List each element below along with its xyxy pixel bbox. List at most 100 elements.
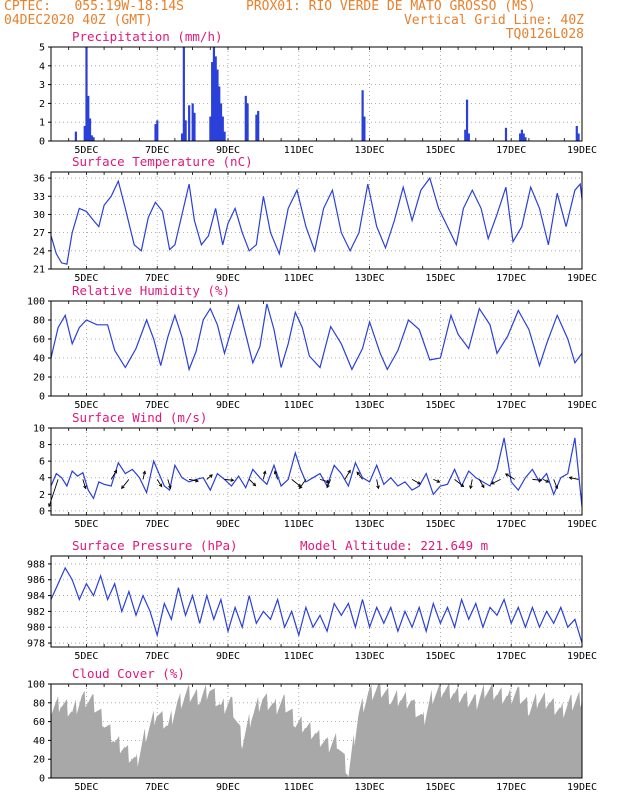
precip-bar-16 bbox=[211, 62, 214, 141]
wind-arrow-head-19 bbox=[376, 485, 380, 490]
wind-arrow-head-10 bbox=[252, 482, 257, 487]
wind-arrow-head-25 bbox=[490, 481, 495, 485]
xtick-label-1-0: 5DEC bbox=[74, 273, 98, 284]
wind-arrow-24 bbox=[478, 479, 485, 488]
precip-bar-20 bbox=[218, 86, 221, 141]
precip-bar-36 bbox=[522, 133, 525, 141]
ytick-label-2-4: 80 bbox=[33, 316, 45, 327]
xtick-label-3-3: 11DEC bbox=[284, 519, 314, 530]
precip-bar-26 bbox=[255, 114, 258, 141]
ytick-label-1-0: 21 bbox=[33, 265, 45, 276]
wind-arrow-1 bbox=[82, 479, 86, 489]
wind-arrow-21 bbox=[433, 478, 440, 483]
cloud-cover-area bbox=[51, 684, 582, 778]
panel-frame-3 bbox=[50, 427, 583, 516]
xtick-label-0-2: 9DEC bbox=[216, 145, 240, 156]
wind-arrow-13 bbox=[291, 479, 302, 487]
panel-frame-5 bbox=[50, 683, 583, 779]
wind-arrow-head-23 bbox=[469, 485, 473, 490]
ytick-label-5-3: 60 bbox=[33, 717, 45, 728]
wind-arrow-head-17 bbox=[347, 469, 351, 474]
wind-arrow-11 bbox=[262, 471, 266, 480]
xtick-label-3-0: 5DEC bbox=[74, 519, 98, 530]
wind-arrow-head-28 bbox=[545, 479, 550, 483]
wind-arrow-6 bbox=[167, 479, 171, 489]
panel-frame-2 bbox=[50, 300, 583, 397]
ytick-label-2-1: 20 bbox=[33, 373, 45, 384]
wind-arrow-head-9 bbox=[230, 478, 235, 482]
wind-arrow-27 bbox=[532, 478, 542, 481]
ytick-label-5-4: 80 bbox=[33, 698, 45, 709]
xtick-label-2-5: 15DEC bbox=[425, 400, 455, 411]
xtick-label-3-6: 17DEC bbox=[496, 519, 526, 530]
panel-5: Cloud Cover (%) 0 20 40 60 80 100 5DEC 7DEC 9DEC 1… bbox=[27, 666, 597, 793]
xtick-label-1-7: 19DEC bbox=[567, 273, 597, 284]
panel-title-3: Surface Wind (m/s) bbox=[72, 410, 207, 425]
ytick-label-3-2: 4 bbox=[39, 473, 45, 484]
precip-bar-32 bbox=[467, 133, 470, 141]
xtick-label-5-2: 9DEC bbox=[216, 782, 240, 793]
precip-bar-9 bbox=[180, 133, 184, 141]
precip-bar-2 bbox=[85, 47, 88, 141]
xtick-label-4-1: 7DEC bbox=[145, 651, 169, 662]
wind-arrow-18 bbox=[356, 471, 363, 480]
precip-bar-5 bbox=[90, 135, 93, 141]
panel-title-1: Surface Temperature (nC) bbox=[72, 154, 253, 169]
wind-arrow-head-5 bbox=[158, 483, 163, 488]
precip-bar-4 bbox=[88, 118, 92, 141]
wind-arrow-head-26 bbox=[504, 473, 509, 477]
xtick-label-3-4: 13DEC bbox=[355, 519, 385, 530]
wind-arrow-head-29 bbox=[554, 485, 559, 490]
xtick-label-5-0: 5DEC bbox=[74, 782, 98, 793]
precip-bar-6 bbox=[92, 137, 95, 141]
wind-arrow-19 bbox=[376, 479, 379, 489]
header-right-2: Vertical Grid Line: 40Z bbox=[403, 13, 584, 28]
panel-4: Surface Pressure (hPa) Model Altitude: 22… bbox=[27, 538, 597, 662]
ytick-label-0-0: 0 bbox=[39, 137, 45, 148]
header-left-2: 04DEC2020 40Z (GMT) bbox=[4, 13, 153, 28]
ytick-label-4-5: 988 bbox=[27, 559, 45, 570]
header-left-1: CPTEC: 055:19W-18:14S bbox=[4, 0, 185, 14]
precip-bar-39 bbox=[577, 133, 580, 141]
xtick-label-5-7: 19DEC bbox=[567, 782, 597, 793]
ytick-label-5-1: 20 bbox=[33, 755, 45, 766]
xtick-label-5-4: 13DEC bbox=[355, 782, 385, 793]
panel-title-0: Precipitation (mm/h) bbox=[72, 29, 223, 44]
precip-bar-14 bbox=[193, 112, 196, 141]
wind-arrow-26 bbox=[505, 473, 515, 480]
precip-bar-22 bbox=[221, 116, 224, 141]
ytick-label-4-3: 984 bbox=[27, 591, 45, 602]
xtick-label-4-6: 17DEC bbox=[496, 651, 526, 662]
xtick-label-2-4: 13DEC bbox=[355, 400, 385, 411]
xtick-label-1-4: 13DEC bbox=[355, 273, 385, 284]
wind-arrow-23 bbox=[470, 479, 473, 489]
precip-bar-21 bbox=[219, 103, 223, 141]
ytick-label-2-2: 40 bbox=[33, 354, 45, 365]
wind-arrow-16 bbox=[326, 479, 332, 488]
xtick-label-2-6: 17DEC bbox=[496, 400, 526, 411]
ytick-label-1-2: 27 bbox=[33, 228, 45, 239]
wind-arrow-12 bbox=[274, 471, 278, 480]
panel-1: Surface Temperature (nC) 21 24 27 30 33 36 5DEC… bbox=[33, 154, 597, 284]
wind-arrow-22 bbox=[454, 479, 464, 487]
wind-arrow-20 bbox=[411, 478, 421, 485]
xtick-label-1-6: 17DEC bbox=[496, 273, 526, 284]
panel-frame-4 bbox=[50, 555, 583, 648]
panel-title-4: Surface Pressure (hPa) bbox=[72, 538, 238, 553]
header-station: PROX01: RIO VERDE DE MATO GROSSO (MS) bbox=[246, 0, 536, 14]
precip-bar-23 bbox=[223, 131, 226, 141]
xtick-label-5-3: 11DEC bbox=[284, 782, 314, 793]
precip-bar-29 bbox=[363, 116, 366, 141]
precip-bar-3 bbox=[87, 95, 90, 141]
xtick-label-2-2: 9DEC bbox=[216, 400, 240, 411]
wind-arrow-28 bbox=[542, 478, 549, 483]
ytick-label-0-3: 3 bbox=[39, 80, 45, 91]
xtick-label-1-1: 7DEC bbox=[145, 273, 169, 284]
panel-0: Precipitation (mm/h) 0 1 2 3 4 5 5DEC 7DEC 9DEC 11… bbox=[39, 29, 597, 156]
wind-arrow-0 bbox=[48, 479, 59, 507]
ytick-label-1-3: 30 bbox=[33, 210, 45, 221]
xtick-label-4-0: 5DEC bbox=[74, 651, 98, 662]
xtick-label-5-1: 7DEC bbox=[145, 782, 169, 793]
ytick-label-0-2: 2 bbox=[39, 99, 45, 110]
